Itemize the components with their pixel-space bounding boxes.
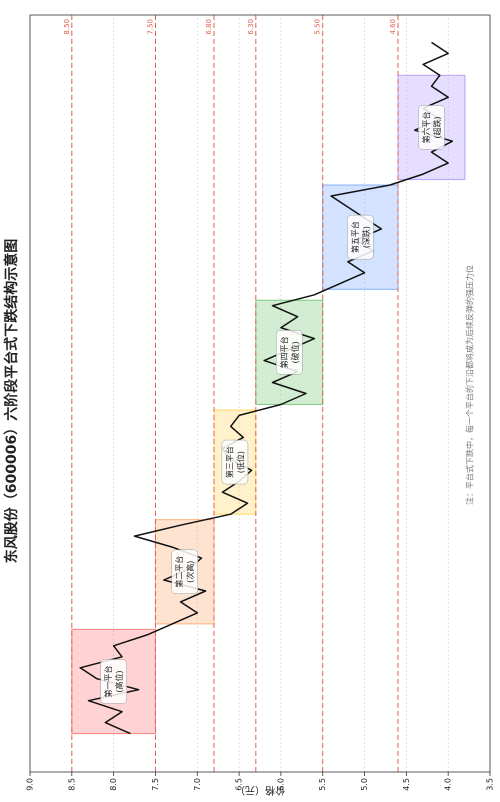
y-tick-label: 5.5 bbox=[318, 778, 327, 791]
platform-name: 第六平台 bbox=[421, 111, 431, 143]
level-label: 7.50 bbox=[146, 19, 154, 35]
axes-frame bbox=[29, 14, 491, 773]
platform-name: 第一平台 bbox=[103, 665, 113, 697]
y-tick-label: 3.5 bbox=[486, 778, 495, 791]
level-label: 4.60 bbox=[389, 19, 397, 35]
y-tick-label: 4.5 bbox=[402, 778, 411, 791]
y-tick-label: 8.0 bbox=[109, 778, 118, 791]
y-tick-label: 9.0 bbox=[26, 778, 35, 791]
platform-tag: (破位) bbox=[290, 341, 300, 363]
y-tick-label: 6.5 bbox=[235, 778, 244, 791]
y-tick-label: 5.0 bbox=[360, 778, 369, 791]
y-axis-label: 价格（元） bbox=[235, 784, 285, 797]
level-label: 5.50 bbox=[314, 19, 322, 35]
chart-title: 东风股份（600006）六阶段平台式下跌结构示意图 bbox=[3, 239, 20, 563]
platform-label-box bbox=[418, 105, 445, 150]
platform-tag: (低位) bbox=[235, 451, 245, 473]
y-tick-label: 8.5 bbox=[67, 778, 76, 791]
y-tick-label: 7.0 bbox=[193, 778, 202, 791]
annotation: 注：平台式下跌中，每一个平台的下沿都将成为后续反弹的强压力位 bbox=[465, 265, 475, 505]
y-tick-label: 7.5 bbox=[151, 778, 160, 791]
platform-name: 第四平台 bbox=[279, 336, 289, 368]
platform-label-box bbox=[276, 330, 303, 375]
platform-tag: (次高) bbox=[185, 561, 195, 583]
level-label: 8.50 bbox=[63, 19, 71, 35]
platform-label-box bbox=[171, 549, 198, 595]
rotated-plot: 东风股份（600006）六阶段平台式下跌结构示意图 9.0 8.5 8.0 7.5 7.… bbox=[3, 14, 495, 797]
platform-tag: (高位) bbox=[114, 670, 124, 692]
y-tick-label: 6.0 bbox=[276, 778, 285, 791]
platform-name: 第五平台 bbox=[350, 221, 360, 253]
platform-tag: (深跌) bbox=[361, 226, 371, 248]
price-line bbox=[79, 41, 454, 735]
platform-label-box bbox=[347, 214, 374, 260]
platform-name: 第三平台 bbox=[224, 446, 234, 478]
level-label: 6.80 bbox=[205, 19, 213, 35]
platform-label-box bbox=[221, 439, 249, 485]
platform-label-box bbox=[100, 659, 127, 704]
y-tick-label: 4.0 bbox=[444, 778, 453, 791]
platform-tag: (超跌) bbox=[432, 116, 442, 138]
level-label: 6.30 bbox=[247, 19, 255, 35]
platform-name: 第二平台 bbox=[174, 556, 184, 588]
